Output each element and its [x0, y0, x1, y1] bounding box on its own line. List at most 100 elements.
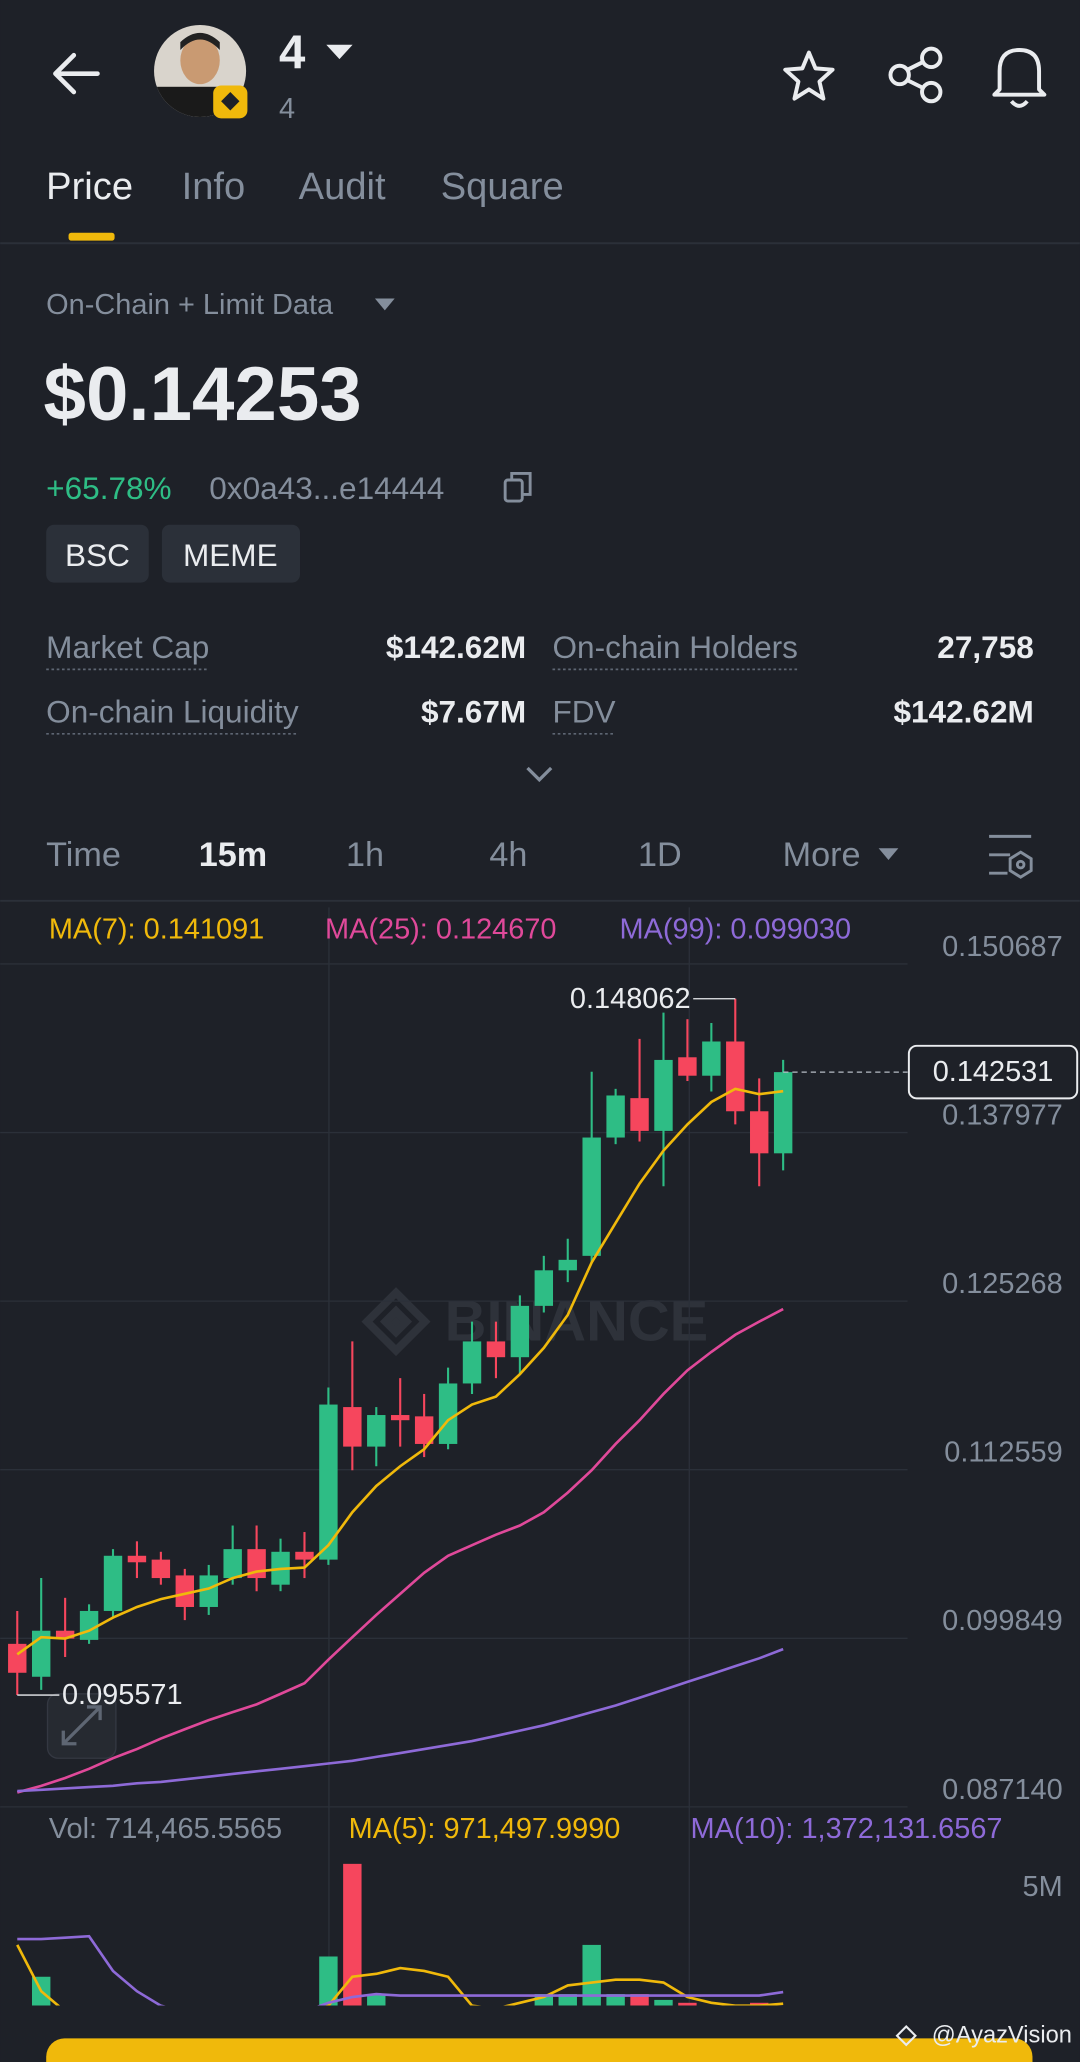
ma-line — [16, 1087, 784, 1656]
watermark: BINANCE — [445, 1290, 709, 1354]
candle-body — [462, 1341, 482, 1384]
ma-line — [17, 1647, 784, 1793]
y-tick-label: 0.150687 — [942, 931, 1063, 963]
low-label: 0.095571 — [62, 1679, 183, 1711]
candle-body — [31, 1630, 51, 1677]
interval[interactable]: More — [783, 836, 861, 874]
volume-title: Vol: 714,465.5565 — [49, 1813, 282, 1845]
y-tick-label: 0.112559 — [944, 1437, 1062, 1469]
high-label: 0.148062 — [570, 983, 691, 1015]
trade-button[interactable] — [46, 2038, 1033, 2062]
stat-label[interactable]: FDV — [552, 693, 615, 729]
token-symbol: 4 — [279, 26, 306, 79]
chart-settings[interactable] — [989, 834, 1033, 879]
credit: @AyazVision — [932, 2023, 1072, 2049]
candle-body — [654, 1059, 673, 1131]
candle-body — [534, 1270, 554, 1306]
volume-bar — [534, 1994, 554, 2006]
candle-body — [103, 1555, 123, 1611]
stat-value: 27,758 — [937, 629, 1033, 665]
back-button[interactable] — [53, 52, 100, 95]
interval[interactable]: 4h — [489, 836, 527, 874]
ma-legend: MA(25): 0.124670 — [325, 914, 557, 946]
volume-bar — [654, 1999, 673, 2006]
volume-bar — [678, 2002, 697, 2006]
interval[interactable]: Time — [46, 836, 121, 874]
price-tag-label: 0.142531 — [933, 1056, 1054, 1088]
candle-body — [55, 1630, 75, 1639]
candle-body — [702, 1041, 721, 1076]
volume-bar — [606, 1994, 625, 2006]
y-tick-label: 0.125268 — [942, 1268, 1063, 1300]
interval[interactable]: 1h — [346, 836, 384, 874]
fullscreen-button[interactable] — [46, 1693, 117, 1759]
candle-body — [438, 1383, 458, 1444]
tab[interactable]: Info — [182, 165, 246, 208]
stat-label[interactable]: On-chain Holders — [552, 629, 797, 665]
price-tag — [907, 1044, 1079, 1100]
stat-value: $142.62M — [893, 693, 1033, 729]
stat-value: $7.67M — [421, 693, 526, 729]
stat-label[interactable]: On-chain Liquidity — [46, 693, 299, 729]
candle-body — [558, 1259, 577, 1271]
candle-body — [678, 1057, 697, 1076]
tab[interactable]: Price — [46, 165, 133, 208]
volume-ma-line — [17, 1934, 784, 2006]
candle-body — [295, 1551, 314, 1560]
candle-body — [510, 1305, 530, 1358]
more-dropdown[interactable] — [878, 848, 899, 861]
data-source[interactable]: On-Chain + Limit Data — [46, 289, 334, 321]
tab[interactable]: Audit — [299, 165, 386, 208]
y-tick-label: 0.087140 — [942, 1774, 1063, 1806]
favorite-button[interactable] — [783, 50, 835, 101]
candle-body — [391, 1415, 410, 1421]
candle-body — [630, 1098, 649, 1131]
contract-address: 0x0a43...e14444 — [209, 470, 444, 506]
candle-body — [726, 1041, 745, 1112]
stat-label[interactable]: Market Cap — [46, 629, 209, 665]
candle-body — [343, 1407, 362, 1447]
candle-body — [486, 1341, 506, 1358]
tag-chip — [161, 524, 301, 583]
volume-bar — [630, 1994, 649, 2006]
interval[interactable]: 1D — [638, 836, 682, 874]
ma-line — [16, 1307, 784, 1794]
tab[interactable]: Square — [441, 165, 564, 208]
candle-body — [582, 1137, 601, 1256]
alert-button[interactable] — [992, 47, 1047, 108]
copy-button[interactable] — [503, 471, 532, 503]
token-name: 4 — [279, 93, 295, 125]
candle-body — [367, 1415, 386, 1447]
volume-pane — [16, 1863, 784, 2006]
y-tick-label: 0.137977 — [942, 1099, 1063, 1131]
tag-chip — [46, 524, 149, 583]
token-avatar — [154, 24, 248, 119]
stat-value: $142.62M — [386, 629, 526, 665]
candle-body — [151, 1559, 171, 1579]
volume-ma-legend: MA(5): 971,497.9990 — [349, 1813, 621, 1845]
price-change: +65.78% — [46, 470, 171, 506]
interval[interactable]: 15m — [199, 836, 267, 874]
share-button[interactable] — [888, 46, 943, 104]
token-dropdown[interactable] — [326, 44, 353, 60]
volume-bar — [343, 1863, 362, 2006]
candle-body — [127, 1555, 147, 1563]
volume-ma-legend: MA(10): 1,372,131.6567 — [691, 1813, 1003, 1845]
price: $0.14253 — [44, 352, 362, 437]
tag: BSC — [65, 537, 130, 573]
credit-icon — [895, 2025, 917, 2047]
candle-body — [175, 1575, 195, 1607]
candle-body — [750, 1111, 769, 1154]
tag: MEME — [183, 537, 278, 573]
tab-indicator — [68, 232, 115, 241]
volume-bar — [319, 1956, 338, 2006]
candle-body — [773, 1072, 793, 1154]
expand-stats[interactable] — [526, 766, 553, 783]
ma-legend: MA(7): 0.141091 — [49, 914, 264, 946]
y-tick-label: 0.099849 — [942, 1605, 1063, 1637]
data-source-dropdown[interactable] — [374, 298, 395, 311]
candle-body — [606, 1095, 625, 1138]
